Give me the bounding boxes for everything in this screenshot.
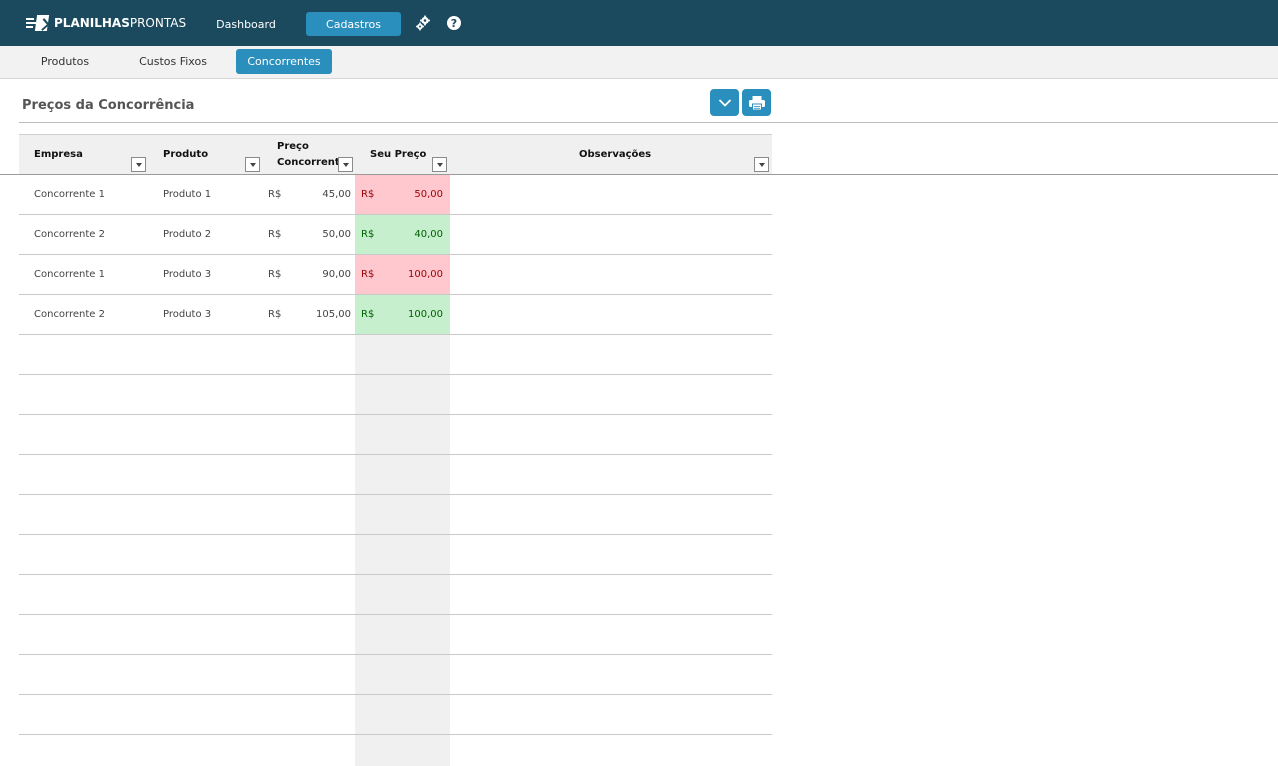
cell-seu-preco[interactable]: R$ 100,00	[355, 295, 450, 334]
title-divider	[19, 122, 1278, 123]
cell-seu-preco[interactable]: R$ 50,00	[355, 175, 450, 214]
cell-empresa[interactable]: Concorrente 1	[34, 189, 105, 200]
nav-dashboard[interactable]: Dashboard	[216, 17, 276, 31]
filter-empresa-button[interactable]	[131, 157, 146, 172]
header-produto: Produto	[163, 149, 209, 160]
cell-seu-preco-value: 40,00	[414, 229, 443, 240]
cell-currency: R$	[268, 309, 282, 320]
brand-logo[interactable]: PLANILHASPRONTAS	[26, 12, 186, 34]
cell-produto[interactable]: Produto 3	[163, 269, 212, 280]
cell-preco-concorrente[interactable]: 50,00	[322, 229, 351, 240]
cell-currency: R$	[361, 309, 375, 320]
tab-custos-fixos[interactable]: Custos Fixos	[139, 55, 207, 68]
cell-empresa[interactable]: Concorrente 1	[34, 269, 105, 280]
chevron-down-icon	[718, 98, 731, 107]
top-navbar: PLANILHASPRONTAS Dashboard Cadastros ?	[0, 0, 1278, 46]
collapse-button[interactable]	[710, 89, 739, 116]
cell-preco-concorrente[interactable]: 105,00	[316, 309, 351, 320]
header-preco-concorrente: Preço Concorrente	[277, 141, 347, 168]
cell-produto[interactable]: Produto 1	[163, 189, 212, 200]
gears-icon[interactable]	[414, 14, 432, 32]
sub-navbar: Produtos Custos Fixos Concorrentes	[0, 46, 1278, 79]
cell-currency: R$	[268, 229, 282, 240]
empty-table-row[interactable]	[19, 335, 772, 375]
cell-seu-preco[interactable]: R$ 40,00	[355, 215, 450, 254]
help-icon[interactable]: ?	[445, 14, 463, 32]
cell-currency: R$	[361, 189, 375, 200]
page-title: Preços da Concorrência	[22, 98, 195, 113]
cell-empresa[interactable]: Concorrente 2	[34, 229, 105, 240]
filter-observacoes-button[interactable]	[754, 157, 769, 172]
nav-cadastros[interactable]: Cadastros	[306, 12, 401, 36]
empty-table-row[interactable]	[19, 535, 772, 575]
cell-seu-preco-value: 50,00	[414, 189, 443, 200]
print-icon	[748, 95, 765, 110]
filter-seu-preco-button[interactable]	[432, 157, 447, 172]
cell-observacoes[interactable]	[459, 295, 759, 334]
cell-currency: R$	[361, 229, 375, 240]
print-button[interactable]	[742, 89, 771, 116]
table-row[interactable]: Concorrente 2 Produto 3 R$ 105,00 R$ 100,00	[19, 295, 772, 335]
cell-currency: R$	[268, 269, 282, 280]
cell-seu-preco[interactable]: R$ 100,00	[355, 255, 450, 294]
empty-table-row[interactable]	[19, 455, 772, 495]
logo-icon	[26, 13, 50, 33]
cell-seu-preco-value: 100,00	[408, 269, 443, 280]
header-divider	[0, 174, 1278, 175]
empty-table-row[interactable]	[19, 415, 772, 455]
table-row[interactable]: Concorrente 1 Produto 1 R$ 45,00 R$ 50,00	[19, 175, 772, 215]
filter-preco-concorrente-button[interactable]	[338, 157, 353, 172]
empty-table-row[interactable]	[19, 375, 772, 415]
table-row[interactable]: Concorrente 1 Produto 3 R$ 90,00 R$ 100,00	[19, 255, 772, 295]
empty-table-row[interactable]	[19, 575, 772, 615]
filter-produto-button[interactable]	[245, 157, 260, 172]
empty-table-row[interactable]	[19, 655, 772, 695]
cell-preco-concorrente[interactable]: 45,00	[322, 189, 351, 200]
tab-concorrentes[interactable]: Concorrentes	[236, 49, 332, 74]
brand-name: PLANILHASPRONTAS	[54, 16, 187, 30]
cell-preco-concorrente[interactable]: 90,00	[322, 269, 351, 280]
cell-seu-preco-value: 100,00	[408, 309, 443, 320]
empty-table-row[interactable]	[19, 495, 772, 535]
table-header: Empresa Produto Preço Concorrente Seu Pr…	[19, 134, 772, 174]
tab-produtos[interactable]: Produtos	[40, 55, 90, 68]
empty-table-row[interactable]	[19, 615, 772, 655]
header-observacoes: Observações	[579, 149, 652, 160]
cell-observacoes[interactable]	[459, 215, 759, 254]
cell-currency: R$	[268, 189, 282, 200]
cell-empresa[interactable]: Concorrente 2	[34, 309, 105, 320]
cell-produto[interactable]: Produto 3	[163, 309, 212, 320]
cell-currency: R$	[361, 269, 375, 280]
cell-observacoes[interactable]	[459, 255, 759, 294]
cell-produto[interactable]: Produto 2	[163, 229, 212, 240]
header-seu-preco: Seu Preço	[370, 149, 427, 160]
empty-table-row[interactable]	[19, 695, 772, 735]
table-row[interactable]: Concorrente 2 Produto 2 R$ 50,00 R$ 40,00	[19, 215, 772, 255]
cell-observacoes[interactable]	[459, 175, 759, 214]
header-empresa: Empresa	[34, 149, 83, 160]
